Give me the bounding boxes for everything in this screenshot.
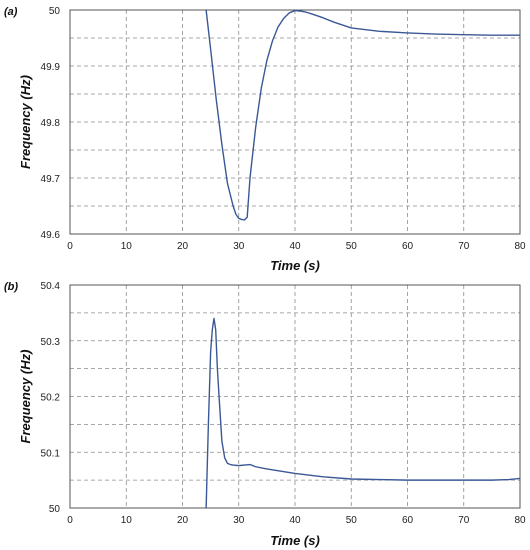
x-tick-label: 60 <box>402 241 414 252</box>
y-tick-label: 50.3 <box>41 337 61 348</box>
x-axis-label: Time (s) <box>270 258 320 273</box>
y-tick-label: 49.6 <box>41 230 61 241</box>
y-tick-label: 49.8 <box>41 118 61 129</box>
x-tick-label: 70 <box>458 515 470 526</box>
y-tick-label: 50 <box>49 6 61 17</box>
x-tick-label: 50 <box>346 515 358 526</box>
series-line <box>205 317 520 508</box>
y-tick-label: 50.1 <box>41 448 61 459</box>
y-axis-label: Frequency (Hz) <box>18 350 33 444</box>
x-tick-label: 20 <box>177 241 189 252</box>
y-tick-label: 50 <box>49 504 61 515</box>
x-tick-label: 20 <box>177 515 189 526</box>
series-line <box>205 10 520 221</box>
x-tick-label: 30 <box>233 241 245 252</box>
x-tick-label: 40 <box>289 241 301 252</box>
x-tick-label: 50 <box>346 241 358 252</box>
y-tick-label: 49.7 <box>41 174 61 185</box>
chart-panel-b: 0 10 20 30 40 50 60 70 80 50 50.1 50.2 50.3 50.4 Time … <box>4 281 526 548</box>
x-tick-label: 30 <box>233 515 245 526</box>
chart-panel-a: 0 10 20 30 40 50 60 70 80 49.6 49.7 49.8 49.9 50 Time … <box>4 6 526 273</box>
x-tick-label: 10 <box>121 241 133 252</box>
x-tick-label: 0 <box>67 241 73 252</box>
x-tick-label: 70 <box>458 241 470 252</box>
y-tick-label: 50.4 <box>41 281 61 292</box>
x-tick-label: 10 <box>121 515 133 526</box>
y-axis-label: Frequency (Hz) <box>18 75 33 169</box>
panel-label: (a) <box>4 6 18 18</box>
y-tick-label: 50.2 <box>41 393 61 404</box>
x-axis-label: Time (s) <box>270 533 320 548</box>
axes-frame <box>69 284 521 509</box>
x-tick-label: 40 <box>289 515 301 526</box>
x-tick-label: 80 <box>514 241 526 252</box>
x-tick-label: 60 <box>402 515 414 526</box>
panel-label: (b) <box>4 281 18 293</box>
x-tick-label: 0 <box>67 515 73 526</box>
x-tick-label: 80 <box>514 515 526 526</box>
y-tick-label: 49.9 <box>41 62 61 73</box>
